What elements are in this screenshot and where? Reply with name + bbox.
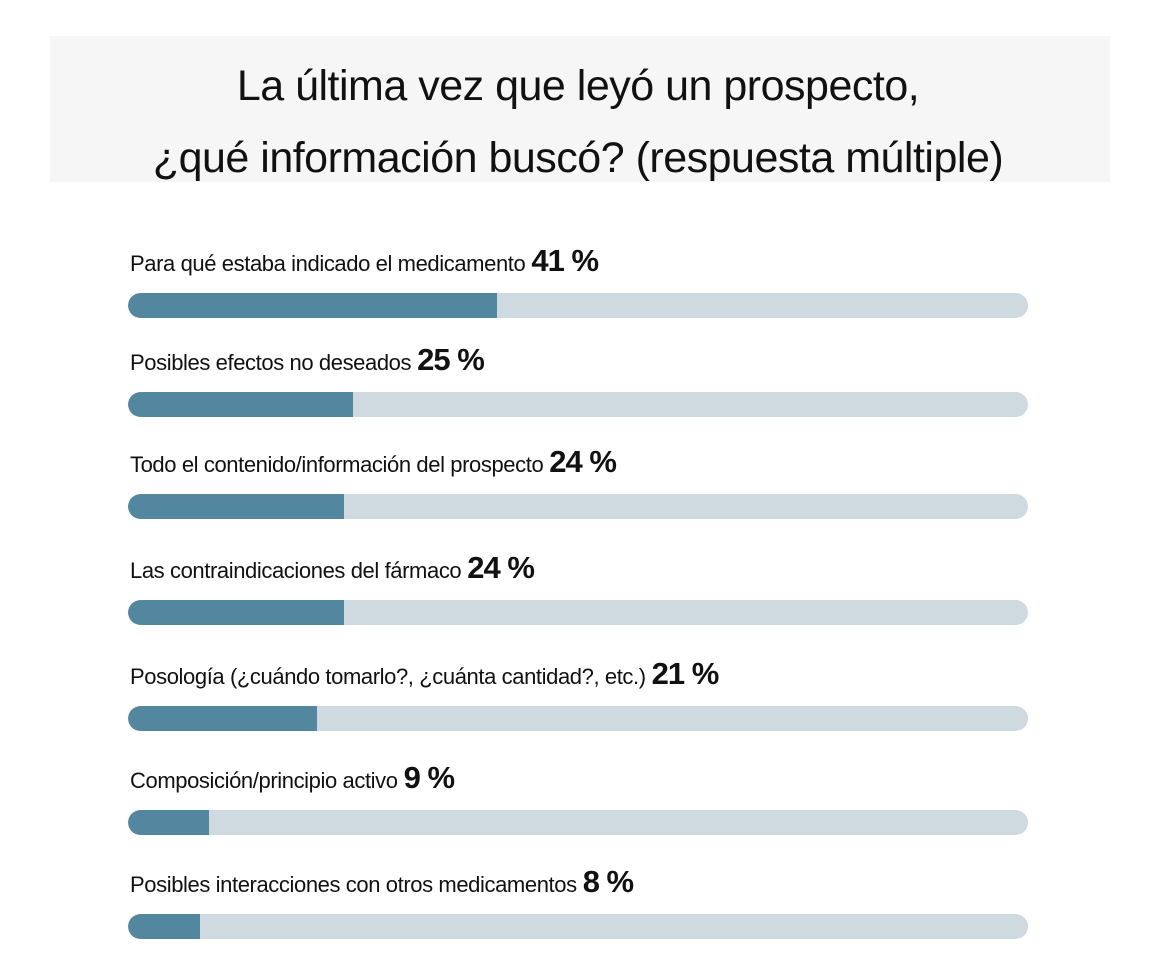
bar-track	[128, 392, 1028, 417]
bar-track	[128, 706, 1028, 731]
bar-fill	[128, 392, 353, 417]
category-text: Las contraindicaciones del fármaco	[130, 558, 462, 583]
category-label: Todo el contenido/información del prospe…	[130, 444, 617, 483]
category-text: Posología (¿cuándo tomarlo?, ¿cuánta can…	[130, 664, 646, 689]
bar-track	[128, 293, 1028, 318]
bar-row: Posibles interacciones con otros medicam…	[128, 864, 1028, 974]
bar-row: Composición/principio activo 9 %	[128, 760, 1028, 870]
bar-row: Todo el contenido/información del prospe…	[128, 444, 1028, 554]
category-text: Composición/principio activo	[130, 768, 398, 793]
value-label: 9 %	[403, 760, 455, 795]
title-background	[50, 36, 1110, 182]
bar-row: Posología (¿cuándo tomarlo?, ¿cuánta can…	[128, 656, 1028, 766]
value-label: 8 %	[582, 864, 634, 899]
value-label: 24 %	[549, 444, 617, 479]
value-label: 41 %	[531, 243, 599, 278]
category-text: Todo el contenido/información del prospe…	[130, 452, 544, 477]
title-line-2: ¿qué información buscó? (respuesta múlti…	[152, 134, 1004, 182]
title-line-1: La última vez que leyó un prospecto,	[236, 62, 920, 110]
bar-track	[128, 810, 1028, 835]
category-label: Posibles interacciones con otros medicam…	[130, 864, 634, 903]
category-text: Posibles interacciones con otros medicam…	[130, 872, 577, 897]
bar-fill	[128, 914, 200, 939]
bar-row: Para qué estaba indicado el medicamento 4…	[128, 243, 1028, 353]
bar-fill	[128, 600, 344, 625]
bar-fill	[128, 494, 344, 519]
bar-track	[128, 914, 1028, 939]
bar-row: Posibles efectos no deseados 25 %	[128, 342, 1028, 452]
bar-fill	[128, 810, 209, 835]
category-label: Composición/principio activo 9 %	[130, 760, 455, 799]
value-label: 21 %	[651, 656, 720, 691]
bar-fill	[128, 706, 317, 731]
bar-fill	[128, 293, 497, 318]
category-text: Posibles efectos no deseados	[130, 350, 412, 375]
value-label: 25 %	[417, 342, 485, 377]
category-text: Para qué estaba indicado el medicamento	[130, 251, 526, 276]
bar-track	[128, 494, 1028, 519]
category-label: Las contraindicaciones del fármaco 24 %	[130, 550, 535, 589]
chart-title: La última vez que leyó un prospecto, ¿qu…	[0, 50, 1156, 194]
category-label: Para qué estaba indicado el medicamento 4…	[130, 243, 599, 282]
bar-track	[128, 600, 1028, 625]
value-label: 24 %	[467, 550, 535, 585]
bar-row: Las contraindicaciones del fármaco 24 %	[128, 550, 1028, 660]
category-label: Posibles efectos no deseados 25 %	[130, 342, 485, 381]
category-label: Posología (¿cuándo tomarlo?, ¿cuánta can…	[130, 656, 720, 695]
